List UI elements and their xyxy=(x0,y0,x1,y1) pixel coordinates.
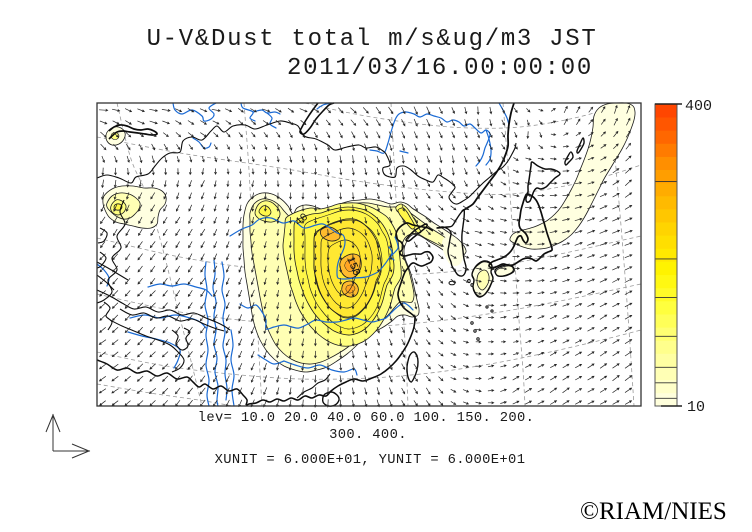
svg-text:2011/03/16.00:00:00: 2011/03/16.00:00:00 xyxy=(287,55,593,82)
svg-text:lev= 10.0 20.0 40.0 60.0 100.: lev= 10.0 20.0 40.0 60.0 100. 150. 200. xyxy=(198,410,535,426)
svg-text:U-V&Dust total m/s&ug/m3 JST: U-V&Dust total m/s&ug/m3 JST xyxy=(147,26,598,53)
svg-text:©RIAM/NIES: ©RIAM/NIES xyxy=(580,498,727,525)
svg-text:300. 400.: 300. 400. xyxy=(329,428,407,443)
svg-text:XUNIT = 6.000E+01, YUNIT = 6.0: XUNIT = 6.000E+01, YUNIT = 6.000E+01 xyxy=(215,453,526,468)
svg-text:400: 400 xyxy=(685,98,712,115)
svg-text:10: 10 xyxy=(687,399,705,416)
